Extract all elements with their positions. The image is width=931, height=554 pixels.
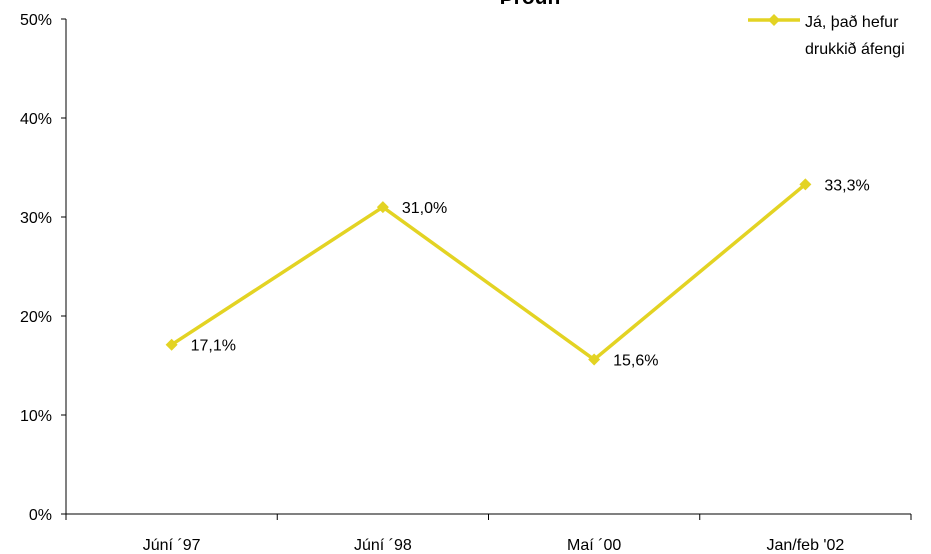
x-tick-label: Júní ´98 [354,537,412,554]
y-tick-label: 0% [29,507,52,524]
data-label: 33,3% [824,177,869,194]
point [588,353,601,366]
series-line [170,182,807,362]
x-tick-label: Jan/feb '02 [766,537,844,554]
data-label: 15,6% [613,353,658,370]
y-tick-label: 30% [20,210,52,227]
data-label: 17,1% [191,338,236,355]
point [165,338,178,351]
data-label: 31,0% [402,200,447,217]
y-tick-label: 40% [20,111,52,128]
legend-marker [768,14,780,26]
legend-label: Já, það hefur drukkið áfengi [805,14,905,58]
point [799,178,812,191]
x-tick-label: Júní ´97 [143,537,201,554]
y-tick-label: 10% [20,408,52,425]
y-tick-label: 20% [20,309,52,326]
point [376,201,389,214]
chart-title: Þróun [500,0,561,9]
x-tick-label: Maí ´00 [567,537,621,554]
y-tick-label: 50% [20,12,52,29]
